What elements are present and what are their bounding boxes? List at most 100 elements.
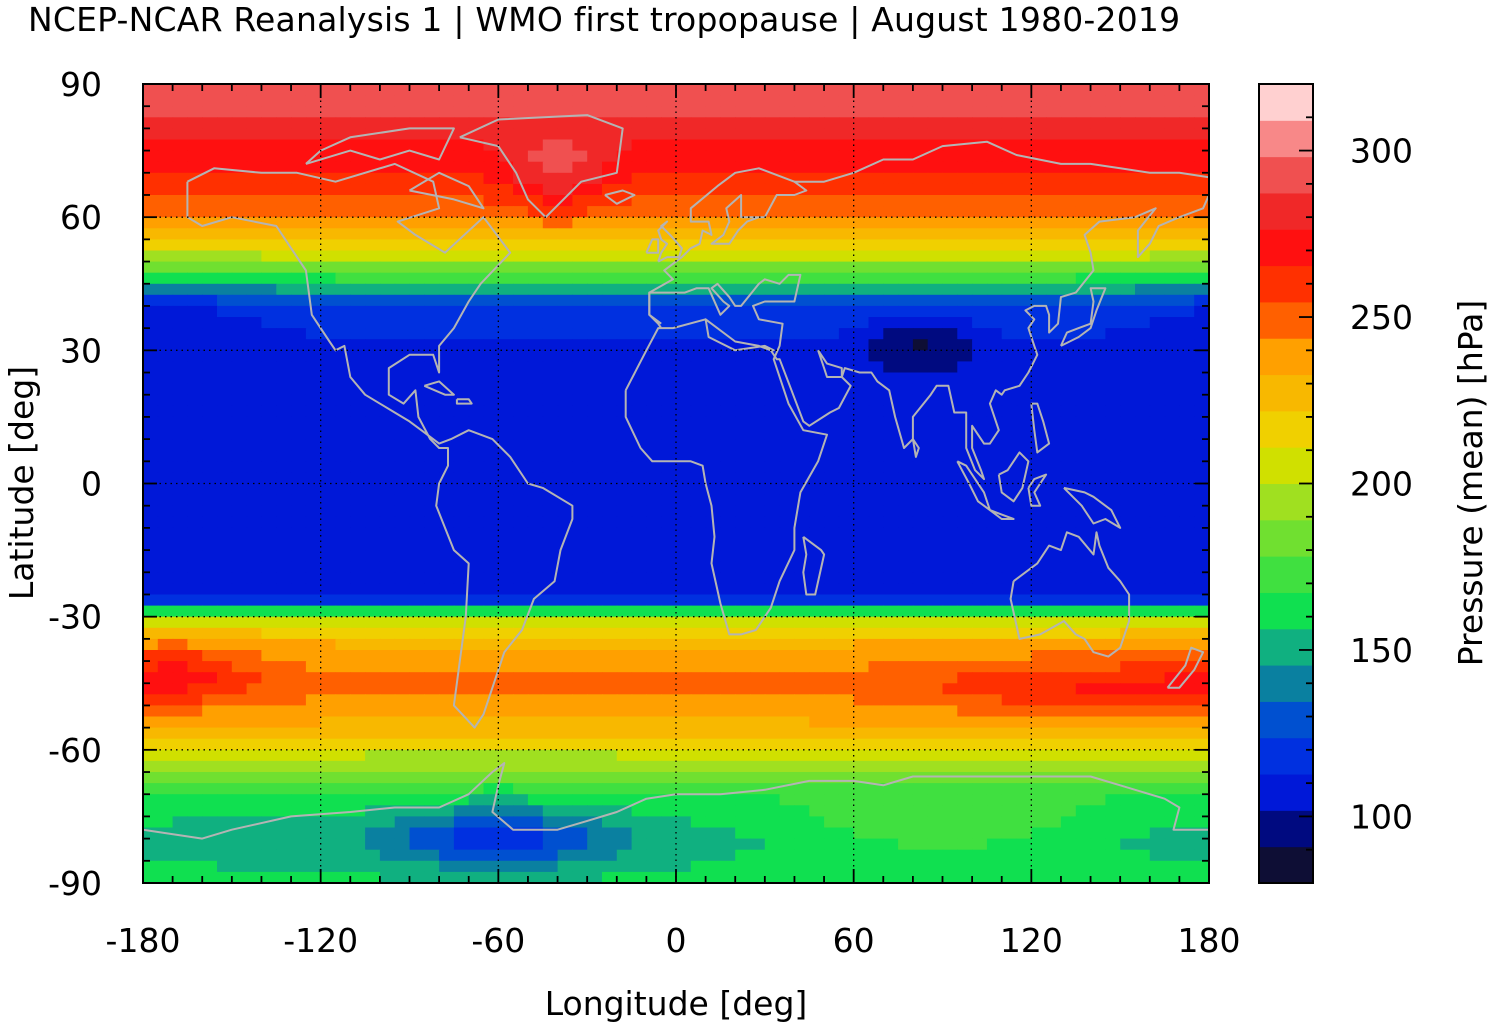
field-cell xyxy=(646,217,662,229)
field-cell xyxy=(779,383,795,396)
field-cell xyxy=(1164,283,1180,296)
field-cell xyxy=(365,328,381,340)
field-cell xyxy=(690,505,707,518)
field-cell xyxy=(498,805,514,817)
field-cell xyxy=(157,527,174,540)
field-cell xyxy=(720,95,736,107)
field-cell xyxy=(1105,727,1121,740)
field-cell xyxy=(439,350,455,362)
field-cell xyxy=(883,760,899,773)
field-cell xyxy=(764,128,781,141)
field-cell xyxy=(853,661,870,673)
field-cell xyxy=(231,550,248,562)
field-cell xyxy=(705,661,721,673)
field-cell xyxy=(468,516,485,529)
field-cell xyxy=(409,272,425,285)
field-cell xyxy=(972,117,988,129)
field-cell xyxy=(1179,139,1195,152)
field-cell xyxy=(305,561,322,573)
field-cell xyxy=(898,494,914,507)
field-cell xyxy=(527,117,544,129)
field-cell xyxy=(379,439,396,451)
field-cell xyxy=(587,328,603,340)
field-cell xyxy=(1060,361,1077,374)
field-cell xyxy=(1179,749,1195,762)
field-cell xyxy=(483,150,499,163)
field-cell xyxy=(453,516,470,529)
field-cell xyxy=(779,650,795,662)
field-cell xyxy=(1060,760,1077,773)
field-cell xyxy=(883,317,899,329)
field-cell xyxy=(172,472,188,485)
field-cell xyxy=(972,539,988,551)
field-cell xyxy=(587,305,603,318)
field-cell xyxy=(1135,372,1151,385)
field-cell xyxy=(1090,594,1106,607)
field-cell xyxy=(1016,727,1032,740)
field-cell xyxy=(898,317,914,329)
field-cell xyxy=(572,716,588,729)
field-cell xyxy=(231,217,248,229)
field-cell xyxy=(1031,760,1047,773)
field-cell xyxy=(217,550,233,562)
field-cell xyxy=(868,272,884,285)
field-cell xyxy=(409,727,425,740)
field-cell xyxy=(661,183,677,196)
field-cell xyxy=(616,638,633,651)
field-cell xyxy=(350,206,366,218)
field-cell xyxy=(1060,561,1077,573)
field-cell xyxy=(631,150,647,163)
field-cell xyxy=(157,372,174,385)
field-cell xyxy=(157,405,174,418)
field-cell xyxy=(453,816,470,829)
field-cell xyxy=(1120,150,1136,163)
field-cell xyxy=(394,838,411,851)
field-cell xyxy=(483,217,499,229)
field-cell xyxy=(809,650,825,662)
field-cell xyxy=(898,117,914,129)
field-cell xyxy=(957,616,973,629)
field-cell xyxy=(1001,494,1018,507)
field-cell xyxy=(986,494,1003,507)
field-cell xyxy=(157,594,174,607)
field-cell xyxy=(794,339,810,351)
field-cell xyxy=(1075,372,1092,385)
field-cell xyxy=(498,605,514,618)
field-cell xyxy=(809,261,825,274)
field-cell xyxy=(676,150,692,163)
field-cell xyxy=(365,161,381,174)
field-cell xyxy=(602,84,618,96)
field-cell xyxy=(735,317,751,329)
field-cell xyxy=(1135,405,1151,418)
field-cell xyxy=(764,239,781,252)
field-cell xyxy=(853,261,870,274)
field-cell xyxy=(498,161,514,174)
field-cell xyxy=(231,350,248,362)
field-cell xyxy=(1120,472,1136,485)
field-cell xyxy=(779,139,795,152)
field-cell xyxy=(912,383,929,396)
field-cell xyxy=(143,727,159,740)
field-cell xyxy=(986,450,1003,462)
field-cell xyxy=(1001,217,1018,229)
field-cell xyxy=(750,416,766,429)
field-cell xyxy=(1194,605,1209,618)
field-cell xyxy=(794,516,810,529)
field-cell xyxy=(853,760,870,773)
field-cell xyxy=(291,416,307,429)
field-cell xyxy=(1001,749,1018,762)
field-cell xyxy=(261,605,277,618)
field-cell xyxy=(542,694,559,706)
field-cell xyxy=(557,328,573,340)
field-cell xyxy=(1046,161,1062,174)
field-cell xyxy=(676,84,692,96)
field-cell xyxy=(1105,594,1121,607)
field-cell xyxy=(631,294,647,307)
field-cell xyxy=(424,405,440,418)
field-cell xyxy=(291,106,307,118)
field-cell xyxy=(394,128,411,141)
field-cell xyxy=(1046,117,1062,129)
field-cell xyxy=(883,572,899,584)
field-cell xyxy=(424,650,440,662)
field-cell xyxy=(172,650,188,662)
